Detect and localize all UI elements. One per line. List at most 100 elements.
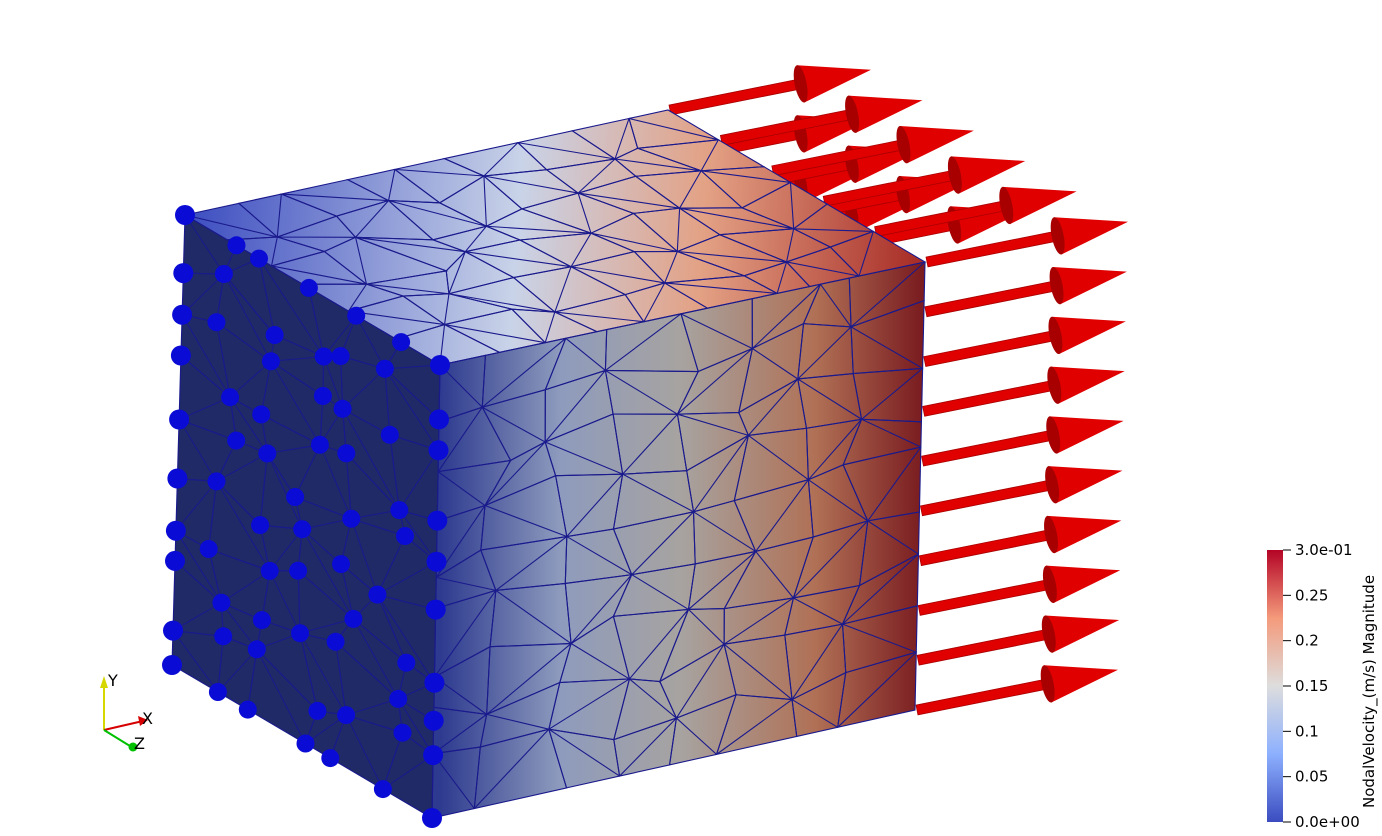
node-marker	[167, 468, 188, 489]
node-marker	[375, 359, 394, 378]
arrow-head	[1051, 316, 1126, 355]
node-marker	[172, 304, 193, 325]
arrow-head-base	[1045, 466, 1060, 504]
z-axis-marker	[128, 742, 138, 752]
z-axis-label: Z	[134, 734, 145, 753]
arrow-head	[1047, 515, 1122, 554]
node-marker	[208, 683, 227, 701]
arrow-shaft	[917, 578, 1052, 616]
arrow-head	[1002, 186, 1077, 225]
colorbar-gradient	[1267, 550, 1283, 822]
node-marker	[258, 444, 277, 463]
mesh-cube	[162, 109, 927, 828]
arrow-head-base	[1050, 217, 1065, 255]
node-marker	[392, 333, 411, 352]
node-marker	[252, 405, 271, 424]
arrow-head	[899, 126, 974, 164]
node-marker	[368, 585, 387, 604]
node-marker	[342, 509, 361, 528]
node-marker	[212, 593, 231, 612]
arrow-head-base	[896, 125, 911, 164]
node-marker	[389, 689, 408, 708]
node-marker	[426, 551, 447, 572]
node-marker	[425, 599, 446, 620]
node-marker	[265, 326, 284, 344]
node-marker	[170, 345, 191, 366]
x-axis-line	[103, 720, 144, 731]
z-axis-line	[103, 729, 131, 747]
arrow-head	[1052, 267, 1127, 305]
node-marker	[251, 516, 270, 535]
y-axis-arrowhead	[100, 676, 108, 688]
node-marker	[423, 745, 444, 766]
node-marker	[175, 205, 195, 225]
node-marker	[247, 640, 266, 659]
arrow-shaft	[918, 529, 1053, 567]
arrow-shaft	[922, 379, 1056, 417]
node-marker	[313, 387, 332, 405]
node-marker	[289, 561, 308, 580]
arrow-head-base	[1048, 316, 1063, 355]
arrow-head	[1046, 565, 1121, 603]
arrow-head-base	[793, 65, 808, 103]
node-marker	[373, 780, 392, 799]
colorbar-tick-label: 0.0e+00	[1295, 813, 1360, 831]
node-marker	[308, 701, 327, 720]
arrow-head-base	[1046, 416, 1061, 454]
node-marker	[321, 749, 340, 768]
node-marker	[227, 236, 246, 255]
arrow-head-base	[845, 95, 860, 133]
arrow-shaft	[921, 429, 1055, 467]
arrow-head	[1045, 615, 1120, 653]
arrow-head	[796, 65, 872, 103]
node-marker	[347, 306, 366, 325]
node-marker	[260, 561, 279, 580]
node-marker	[227, 431, 246, 450]
arrow-head	[1043, 665, 1119, 703]
arrow-head-base	[1042, 565, 1057, 603]
node-marker	[293, 520, 312, 539]
node-marker	[429, 409, 449, 430]
colorbar-tick-label: 3.0e-01	[1295, 541, 1353, 559]
node-marker	[214, 265, 233, 283]
x-axis-arrowhead	[138, 716, 148, 726]
arrow-head-base	[999, 186, 1014, 225]
colorbar-tick-label: 0.05	[1295, 768, 1328, 786]
node-marker	[428, 440, 449, 461]
node-marker	[169, 409, 190, 430]
arrow-head	[1053, 217, 1129, 255]
colorbar-tick-label: 0.25	[1295, 586, 1328, 604]
node-marker	[199, 540, 218, 558]
colorbar-tick-label: 0.2	[1295, 632, 1319, 650]
colorbar-tick-label: 0.1	[1295, 722, 1319, 740]
arrow-shaft	[924, 280, 1059, 318]
arrow-shaft	[923, 330, 1057, 367]
arrow-head-base	[1041, 615, 1056, 653]
node-marker	[332, 555, 350, 574]
arrow-head-base	[1040, 665, 1055, 703]
node-marker	[326, 632, 345, 651]
node-marker	[333, 399, 352, 418]
arrow-head-base	[1049, 266, 1064, 305]
node-marker	[314, 347, 333, 366]
node-marker	[261, 352, 280, 371]
mesh-cell	[837, 651, 917, 729]
node-marker	[344, 609, 363, 628]
arrow-head	[1049, 416, 1124, 454]
node-marker	[221, 388, 240, 407]
arrow-head-base	[1047, 366, 1062, 404]
node-marker	[173, 263, 194, 284]
node-marker	[207, 472, 226, 491]
arrow-head-base	[1044, 515, 1058, 554]
boundary-node-markers	[162, 205, 450, 828]
colorbar-ticks: 3.0e-01 0.25 0.2 0.15 0.1 0.05 0.0e+00	[1283, 541, 1360, 831]
node-marker	[380, 425, 399, 444]
node-marker	[331, 347, 350, 366]
node-marker	[165, 520, 186, 541]
node-marker	[291, 624, 309, 643]
color-legend: 3.0e-01 0.25 0.2 0.15 0.1 0.05 0.0e+00 NodalVe…	[1267, 541, 1379, 831]
arrow-head	[1048, 466, 1123, 504]
node-marker	[252, 611, 271, 630]
x-axis-label: X	[142, 709, 153, 728]
